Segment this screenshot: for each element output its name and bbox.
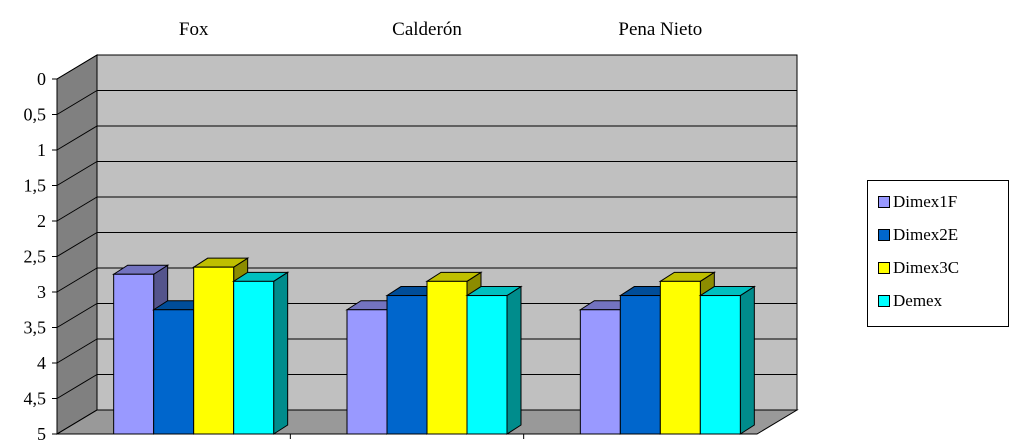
y-tick-label: 3 [37, 282, 46, 302]
legend: Dimex1F Dimex2E Dimex3C Demex [867, 180, 1009, 327]
category-label: Calderón [392, 19, 462, 40]
gridline-side [56, 409, 98, 435]
gridline-side [56, 161, 98, 186]
y-tick-label: 3,5 [24, 318, 47, 338]
legend-label: Demex [893, 291, 943, 310]
y-axis-ticks: 0 0,5 1 1,5 2 2,5 3 3,5 4 4,5 5 [24, 69, 58, 444]
category-label: Fox [179, 19, 209, 40]
gridline-side [56, 303, 98, 328]
y-tick-label: 1 [37, 140, 46, 160]
bar-demex-2 [698, 285, 757, 435]
legend-item-dimex1f: Dimex1F [878, 188, 957, 216]
bar-demex-0 [231, 271, 290, 435]
y-tick-label: 0 [37, 69, 46, 89]
legend-label: Dimex1F [893, 192, 958, 211]
category-label: Pena Nieto [618, 19, 702, 40]
y-tick-label: 2 [37, 211, 46, 231]
gridline-side [56, 338, 98, 364]
gridline-side [56, 125, 98, 151]
gridline-side [56, 90, 98, 115]
y-tick-label: 4,5 [24, 389, 47, 409]
y-tick-label: 2,5 [24, 247, 47, 267]
bars [111, 257, 757, 435]
y-tick-label: 1,5 [24, 176, 47, 196]
gridline-side [56, 267, 98, 293]
legend-item-dimex2e: Dimex2E [878, 221, 958, 249]
gridline-side [56, 54, 98, 80]
gridline-side [56, 374, 98, 399]
legend-item-demex: Demex [878, 287, 942, 315]
y-tick-label: 5 [37, 424, 46, 444]
legend-swatch [878, 196, 890, 208]
bar-demex-1 [465, 285, 523, 435]
gridline-side [56, 196, 98, 222]
gridline-side [56, 232, 98, 257]
legend-label: Dimex3C [893, 258, 960, 277]
y-tick-label: 4 [37, 353, 46, 373]
legend-item-dimex3c: Dimex3C [878, 254, 959, 282]
y-tick-label: 0,5 [24, 105, 47, 125]
legend-swatch [878, 295, 890, 307]
legend-swatch [878, 262, 890, 274]
legend-swatch [878, 229, 890, 241]
legend-label: Dimex2E [893, 225, 959, 244]
bar-chart: 0 0,5 1 1,5 2 2,5 3 3,5 4 4,5 5 Fox Calderón Pena Ni… [24, 19, 799, 444]
